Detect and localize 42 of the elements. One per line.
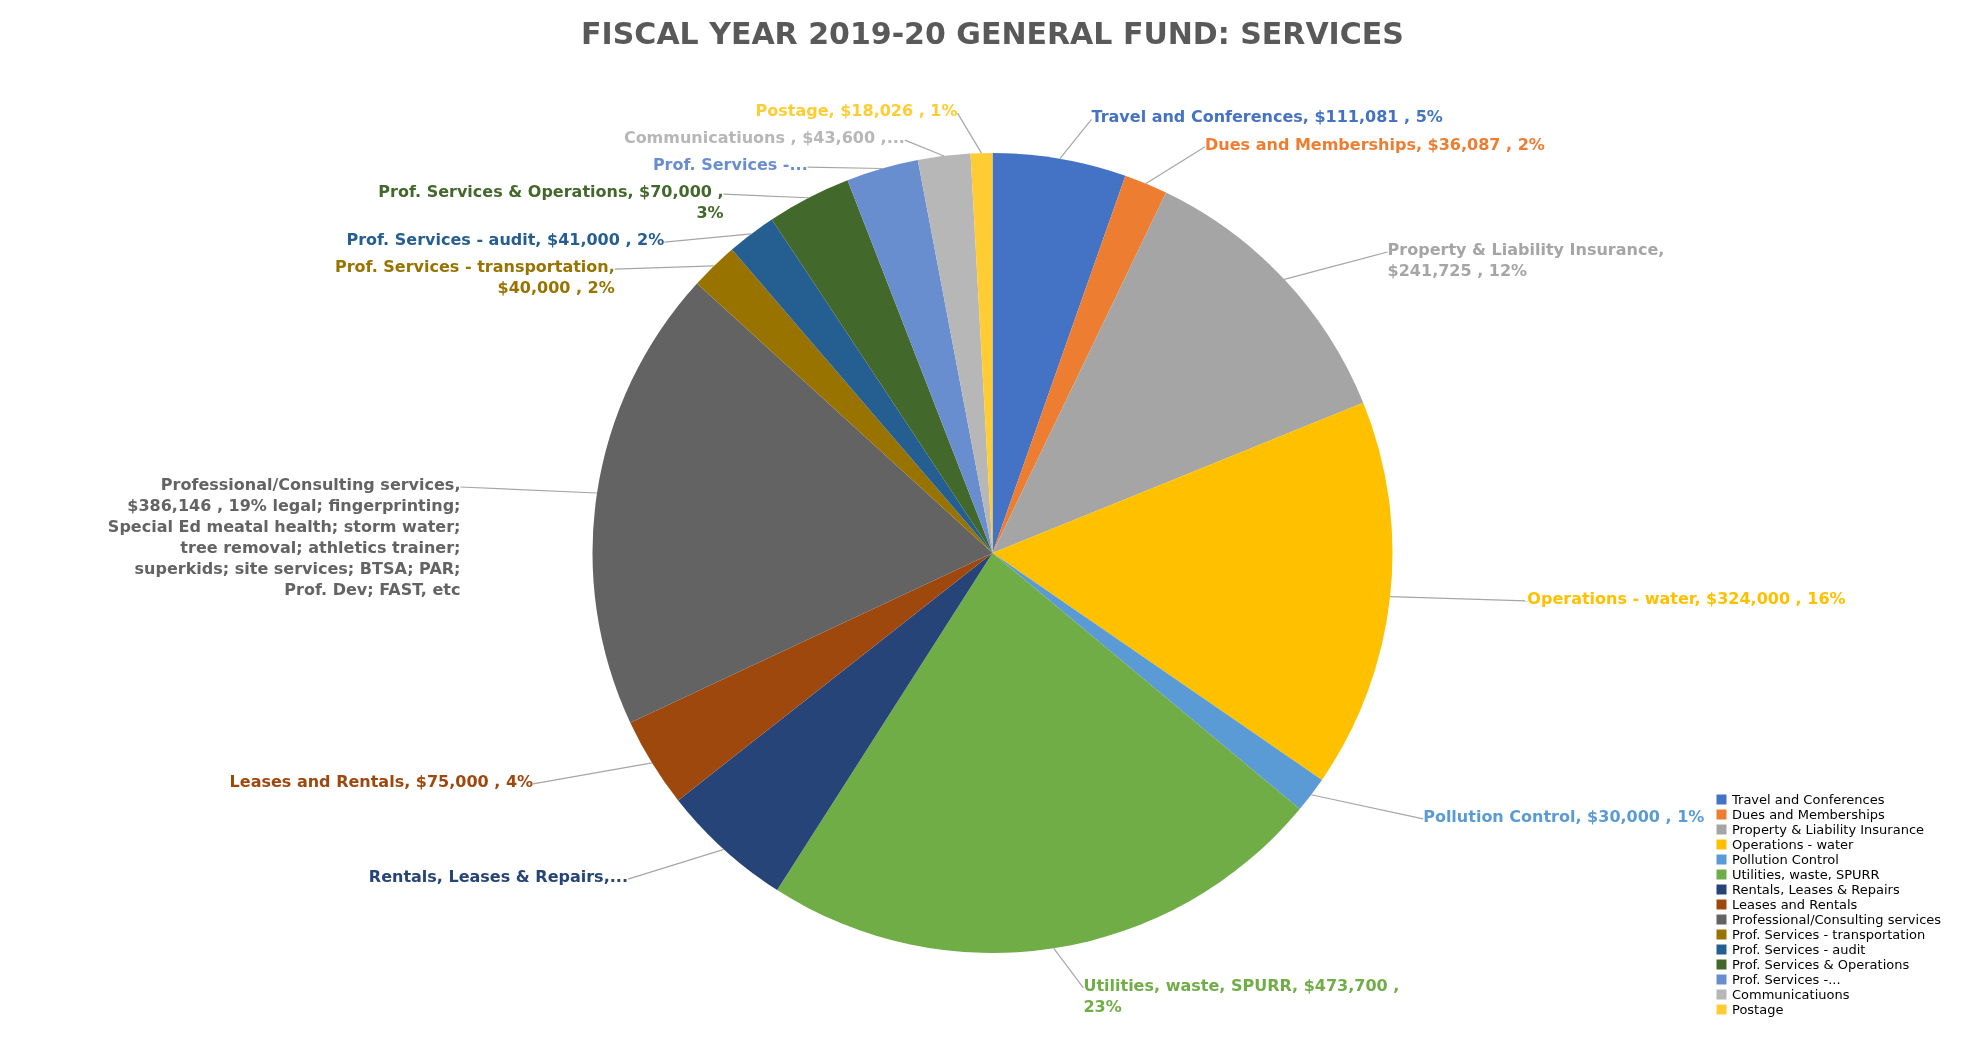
- pie-slice: [630, 553, 993, 801]
- data-label: Pollution Control, $30,000 , 1%: [1423, 806, 1705, 826]
- pie-slice: [771, 180, 993, 553]
- data-label: Property & Liability Insurance, $241,725 , 12%: [1387, 239, 1665, 280]
- data-label: Travel and Conferences, $111,081 , 5%: [1091, 107, 1443, 127]
- chart-title: FISCAL YEAR 2019-20 GENERAL FUND: SERVICES: [581, 16, 1404, 51]
- pie-slice: [731, 219, 993, 553]
- legend-label: Prof. Services - transportation: [1732, 926, 1926, 942]
- legend-label: Prof. Services -...: [1732, 971, 1841, 987]
- pie-slice: [992, 402, 1393, 780]
- legend-label: Pollution Control: [1732, 851, 1839, 867]
- legend-label: Property & Liability Insurance: [1732, 821, 1925, 837]
- legend-label: Professional/Consulting services: [1732, 911, 1942, 927]
- pie-slice: [847, 160, 993, 553]
- data-label: Leases and Rentals, $75,000 , 4%: [229, 771, 534, 791]
- legend-label: Travel and Conferences: [1731, 791, 1885, 807]
- legend-label: Operations - water: [1732, 836, 1855, 852]
- data-label: Professional/Consulting services, $386,146 , 19% legal; fingerprinting; Special Ed meatal health; storm water; tree removal; athletics trainer; superkids; site services; BTSA; PAR; Prof. Dev; FAST, etc: [107, 474, 461, 599]
- data-label: Utilities, waste, SPURR, $473,700 , 23%: [1083, 975, 1400, 1016]
- data-label: Prof. Services -...: [652, 155, 808, 175]
- pie-slice: [678, 553, 993, 891]
- pie-slice: [777, 553, 1300, 953]
- pie-slice: [992, 153, 1126, 553]
- pie-slice: [992, 175, 1167, 553]
- legend-label: Rentals, Leases & Repairs: [1732, 881, 1900, 897]
- legend-label: Communicatiuons: [1732, 986, 1850, 1002]
- data-label: Operations - water, $324,000 , 16%: [1527, 588, 1846, 608]
- legend-label: Leases and Rentals: [1732, 896, 1858, 912]
- legend-label: Prof. Services - audit: [1732, 941, 1866, 957]
- data-label: Prof. Services - audit, $41,000 , 2%: [346, 230, 665, 250]
- data-label: Prof. Services - transportation, $40,000 , 2%: [334, 257, 615, 298]
- data-label: Dues and Memberships, $36,087 , 2%: [1205, 134, 1545, 154]
- legend-label: Utilities, waste, SPURR: [1732, 866, 1880, 882]
- data-label: Prof. Services & Operations, $70,000 , 3%: [378, 182, 724, 223]
- legend-label: Dues and Memberships: [1732, 806, 1886, 822]
- pie-slice: [970, 153, 993, 553]
- data-label: Rentals, Leases & Repairs,...: [368, 867, 628, 887]
- data-label: Communicatiuons , $43,600 ,...: [623, 128, 905, 148]
- legend-label: Postage: [1732, 1001, 1784, 1017]
- data-label: Postage, $18,026 , 1%: [755, 101, 958, 121]
- legend-label: Prof. Services & Operations: [1732, 956, 1910, 972]
- pie-slice: [992, 553, 1322, 810]
